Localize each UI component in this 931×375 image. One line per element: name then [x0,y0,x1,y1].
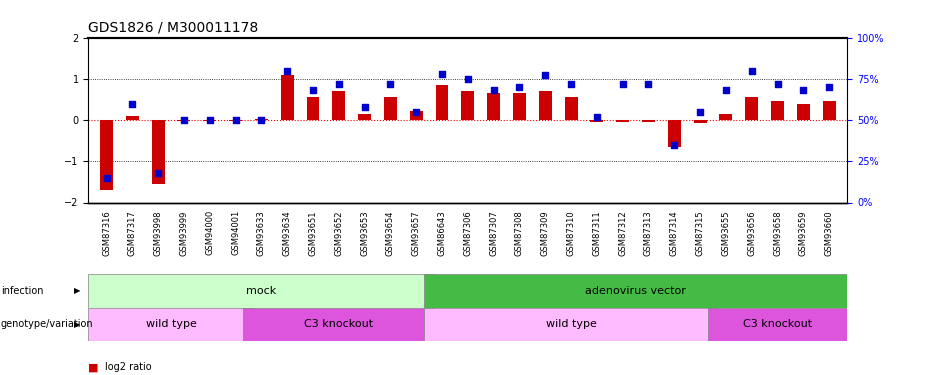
Point [563,81,578,87]
Bar [797,104,810,120]
Bar [281,75,293,120]
Point [615,81,630,87]
Bar [708,308,847,341]
Bar [436,85,449,120]
Bar [424,308,718,341]
Point [331,81,346,87]
Point [254,117,269,123]
Point [435,71,450,77]
Bar [424,274,847,308]
Bar [229,120,242,121]
Text: ▶: ▶ [74,286,80,295]
Text: infection: infection [1,286,44,296]
Bar [462,91,474,120]
Point [383,81,398,87]
Bar [771,102,784,120]
Point [177,117,192,123]
Bar [358,114,371,120]
Bar [88,274,434,308]
Bar [487,93,500,120]
Text: wild type: wild type [546,320,597,329]
Point [770,81,785,87]
Point [409,109,424,115]
Bar [720,114,733,120]
Point [538,72,553,78]
Bar [178,120,190,121]
Bar [152,120,165,184]
Text: wild type: wild type [145,320,196,329]
Text: mock: mock [246,286,277,296]
Bar [513,93,526,120]
Bar [642,120,654,122]
Bar [539,91,552,120]
Point [460,76,475,82]
Text: log2 ratio: log2 ratio [105,363,152,372]
Bar [616,120,629,122]
Point [589,114,604,120]
Point [279,68,294,74]
Text: ▶: ▶ [74,320,80,329]
Text: genotype/variation: genotype/variation [1,320,93,329]
Bar [332,91,345,120]
Point [744,68,759,74]
Bar [255,119,268,120]
Point [719,87,734,93]
Bar [306,98,319,120]
Point [305,87,320,93]
Point [99,175,114,181]
Bar [100,120,113,190]
Text: ■: ■ [88,363,99,372]
Point [693,109,708,115]
Point [641,81,656,87]
Point [486,87,501,93]
Bar [668,120,681,147]
Bar [590,120,603,122]
Point [822,84,837,90]
Bar [410,111,423,120]
Bar [746,98,758,120]
Bar [384,98,397,120]
Bar [203,120,216,121]
Bar [564,98,577,120]
Point [667,142,681,148]
Point [358,104,372,110]
Bar [823,102,836,120]
Bar [88,308,253,341]
Point [202,117,217,123]
Point [228,117,243,123]
Point [151,170,166,176]
Text: GDS1826 / M300011178: GDS1826 / M300011178 [88,21,259,35]
Text: C3 knockout: C3 knockout [743,320,812,329]
Bar [126,116,139,120]
Bar [243,308,434,341]
Point [125,100,140,106]
Text: adenovirus vector: adenovirus vector [586,286,686,296]
Text: C3 knockout: C3 knockout [304,320,373,329]
Point [512,84,527,90]
Point [796,87,811,93]
Bar [694,120,707,123]
